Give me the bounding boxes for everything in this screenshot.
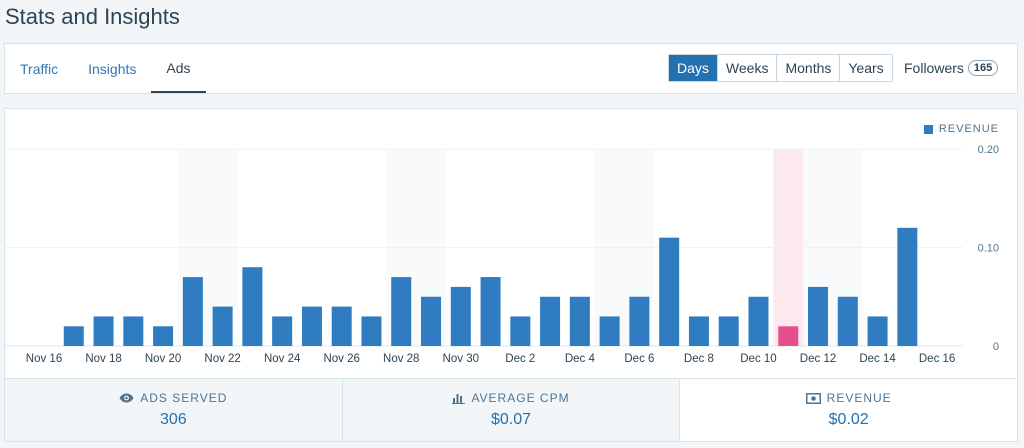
x-tick-label: Nov 16: [26, 353, 62, 365]
revenue-chart-card: 0.20 0.10 0 Nov 16 Nov 18 Nov 20 Nov 22 Nov 24 N…: [4, 108, 1018, 378]
stat-ads-served-value: 306: [159, 411, 187, 428]
revenue-bar: [659, 237, 680, 346]
x-tick-label: Nov 26: [323, 353, 359, 365]
x-tick-label: Nov 18: [85, 353, 121, 365]
revenue-bar: [867, 316, 888, 346]
x-tick-label: Nov 24: [264, 353, 301, 365]
revenue-bar: [569, 296, 590, 346]
revenue-bar: [629, 296, 650, 346]
revenue-bar: [123, 316, 144, 346]
tab-insights[interactable]: Insights: [88, 60, 137, 77]
eye-icon: [119, 393, 134, 403]
revenue-bar: [361, 316, 382, 346]
highlighted-bar: [778, 326, 799, 346]
x-tick-label: Nov 30: [443, 353, 479, 365]
revenue-bar: [837, 296, 858, 346]
money-icon: [805, 392, 821, 404]
period-weeks-button[interactable]: Weeks: [717, 55, 778, 81]
revenue-bar: [182, 277, 203, 346]
x-tick-label: Nov 22: [204, 353, 240, 365]
x-tick-label: Dec 6: [624, 353, 654, 365]
stat-average-cpm[interactable]: Average CPM $0.07: [342, 379, 681, 441]
chart-legend: REVENUE: [923, 123, 999, 135]
stat-average-cpm-label: Average CPM: [471, 391, 570, 405]
period-years-button[interactable]: Years: [840, 55, 892, 81]
followers-link[interactable]: Followers 165: [904, 60, 999, 76]
summary-stats: Ads Served 306 Average CPM $0.07 Revenue…: [4, 378, 1018, 442]
revenue-bar: [510, 316, 531, 346]
x-tick-label: Dec 12: [800, 353, 836, 365]
revenue-bar: [480, 277, 501, 346]
revenue-bar: [153, 326, 174, 346]
page-title: Stats and Insights: [5, 4, 180, 29]
revenue-bar: [748, 296, 769, 346]
x-tick-label: Dec 2: [505, 353, 535, 365]
section-tabs: Traffic Insights Ads: [5, 44, 206, 93]
revenue-bar: [391, 277, 412, 346]
stat-ads-served-label-row: Ads Served: [119, 391, 227, 405]
x-tick-label: Nov 20: [145, 353, 181, 365]
stat-ads-served[interactable]: Ads Served 306: [5, 379, 343, 441]
stats-navigation: Traffic Insights Ads Days Weeks Months Y…: [4, 43, 1018, 94]
revenue-bar: [421, 296, 442, 346]
revenue-bar: [301, 306, 322, 346]
revenue-bar: [272, 316, 293, 346]
revenue-bar: [63, 326, 84, 346]
x-tick-label: Dec 4: [565, 353, 596, 365]
x-tick-label: Dec 16: [919, 353, 955, 365]
x-tick-label: Dec 10: [740, 353, 776, 365]
stat-average-cpm-label-row: Average CPM: [452, 391, 569, 405]
revenue-bar: [688, 316, 709, 346]
legend-label: REVENUE: [938, 123, 999, 135]
followers-label: Followers: [904, 60, 964, 76]
y-tick-label: 0.10: [978, 243, 999, 255]
stat-revenue-value: $0.02: [828, 411, 869, 428]
legend-swatch: [923, 124, 933, 134]
revenue-bar: [93, 316, 114, 346]
x-tick-label: Nov 28: [383, 353, 419, 365]
stat-revenue-label-row: Revenue: [805, 391, 892, 405]
revenue-bar: [718, 316, 739, 346]
revenue-bar: [540, 296, 561, 346]
revenue-bar: [808, 286, 829, 346]
period-months-button[interactable]: Months: [777, 55, 841, 81]
period-days-button[interactable]: Days: [669, 55, 718, 81]
y-tick-label: 0.20: [978, 144, 999, 156]
stat-average-cpm-value: $0.07: [490, 411, 532, 428]
stat-ads-served-label: Ads Served: [140, 391, 228, 405]
tab-traffic[interactable]: Traffic: [20, 60, 59, 77]
bar-chart-icon: [452, 394, 466, 404]
period-selector: Days Weeks Months Years: [668, 54, 893, 82]
tab-ads[interactable]: Ads: [151, 44, 206, 93]
x-tick-label: Dec 8: [684, 353, 714, 365]
x-tick-label: Dec 14: [859, 353, 896, 365]
revenue-bar: [212, 306, 233, 346]
revenue-bar: [242, 267, 263, 346]
revenue-bar: [331, 306, 352, 346]
stat-revenue-label: Revenue: [826, 391, 892, 405]
revenue-chart: 0.20 0.10 0 Nov 16 Nov 18 Nov 20 Nov 22 Nov 24 N…: [5, 144, 999, 365]
revenue-bar: [599, 316, 620, 346]
revenue-bar: [897, 227, 918, 346]
y-tick-label: 0: [993, 341, 999, 353]
followers-count-badge: 165: [967, 60, 999, 76]
stat-revenue[interactable]: Revenue $0.02: [680, 379, 1018, 441]
revenue-bar: [450, 286, 471, 346]
